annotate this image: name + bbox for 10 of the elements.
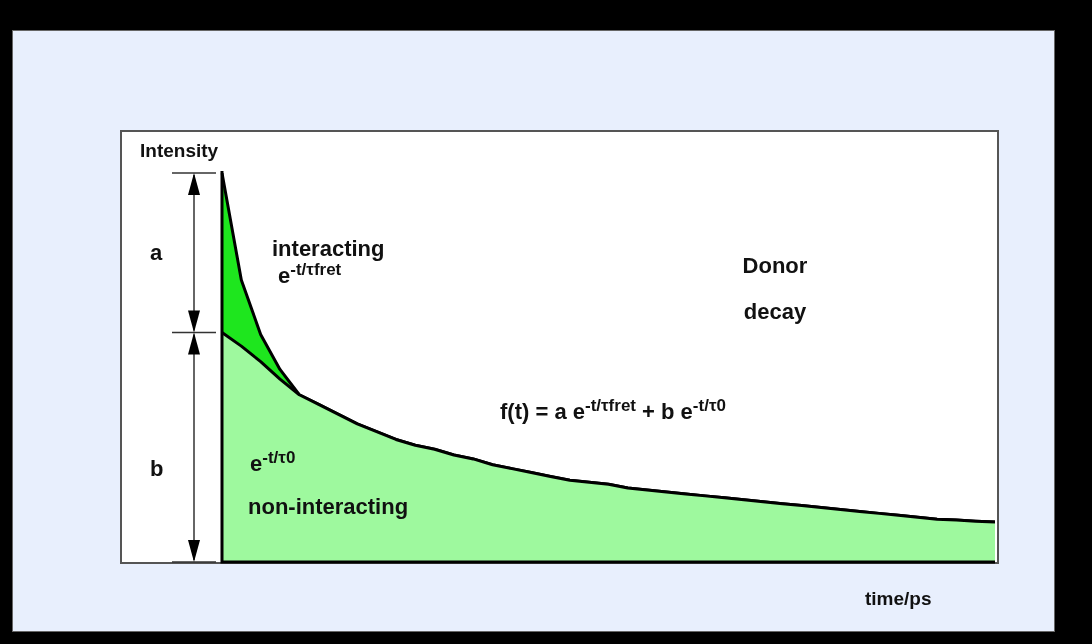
y-axis-title: Intensity <box>140 140 219 162</box>
annotation: e$^{-t/τfret}$ <box>278 260 342 290</box>
series-label: interacting <box>272 236 385 262</box>
x-axis-title: time/ps <box>865 588 932 610</box>
text: a <box>150 240 163 266</box>
annotation: f(t) = a e$^{-t/τfret}$ + b e$^{-t/τ0}$ <box>500 396 726 426</box>
series-label: non-interacting <box>248 494 409 520</box>
text: b <box>150 456 164 482</box>
annotation: e$^{-t/τ0}$ <box>250 448 296 478</box>
annotation: Donor decay <box>741 252 809 326</box>
